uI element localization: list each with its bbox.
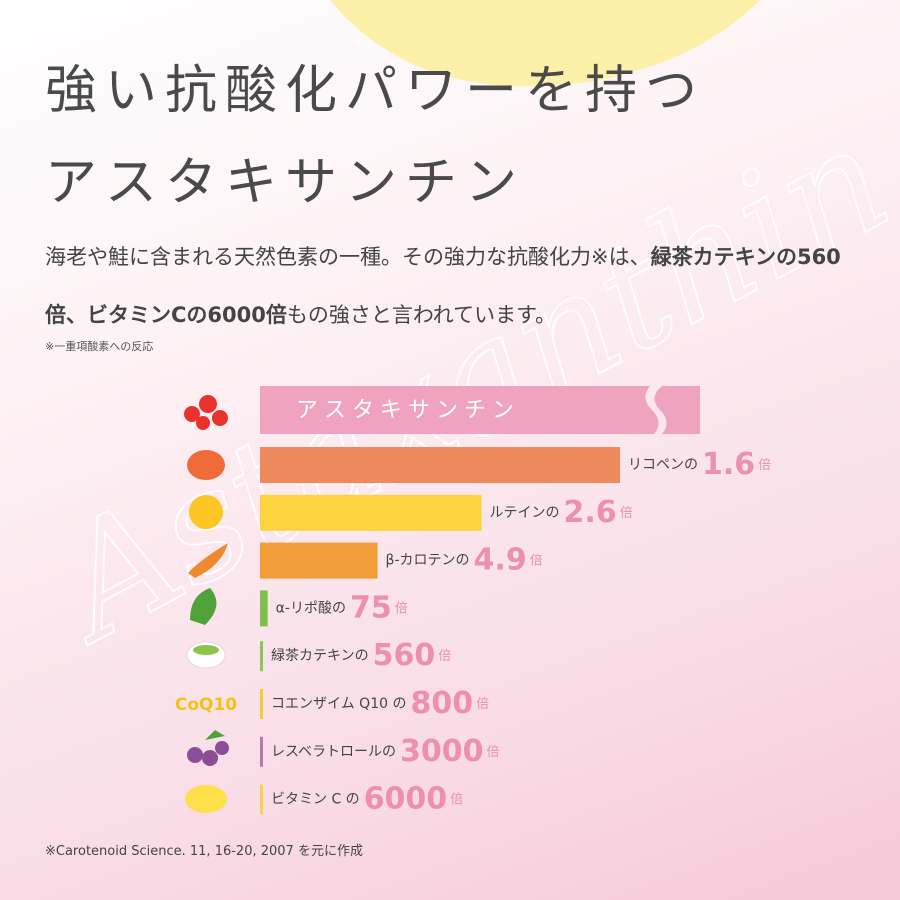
note: ※一重項酸素への反応 — [45, 340, 154, 353]
unit: 倍 — [758, 458, 771, 473]
value-label: 75 — [350, 590, 392, 625]
unit: 倍 — [395, 601, 408, 616]
bar — [260, 689, 263, 719]
bar-label: レスベラトロールの 3000 倍 — [271, 733, 500, 768]
bar-label: ビタミン C の 6000 倍 — [271, 781, 463, 816]
category: 緑茶カテキンの — [271, 648, 369, 664]
unit: 倍 — [476, 697, 489, 712]
category: α-リポ酸の — [276, 600, 346, 616]
reference-label: アスタキサンチン — [296, 398, 520, 423]
category: ビタミン C の — [271, 792, 360, 808]
category: リコペンの — [628, 457, 698, 473]
value-label: 2.6 — [564, 494, 617, 529]
decoration — [330, 0, 760, 87]
value-label: 6000 — [364, 781, 448, 816]
bar-label: リコペンの 1.6 倍 — [628, 447, 771, 482]
category: ルテインの — [490, 505, 560, 521]
bar — [260, 641, 263, 672]
text: 海老や鮭に含まれる天然色素の一種。その強力な抗酸化力※は、 — [45, 245, 651, 269]
category: β-カロテンの — [386, 553, 470, 569]
unit: 倍 — [620, 505, 633, 520]
text-bold: 緑茶カテキンの560倍、ビタミンCの6000倍 — [45, 245, 841, 327]
unit: 倍 — [438, 649, 451, 664]
text: もの強さと言われています。 — [286, 303, 557, 327]
bar — [260, 590, 268, 627]
category: レスベラトロールの — [271, 744, 396, 760]
value-label: 3000 — [400, 733, 484, 768]
unit: 倍 — [530, 553, 543, 568]
source: ※Carotenoid Science. 11, 16-20, 2007 を元に… — [45, 844, 363, 859]
heading: アスタキサンチン — [45, 153, 526, 213]
icons — [184, 395, 229, 813]
bar-label: 緑茶カテキンの 560 倍 — [271, 638, 451, 673]
bar — [260, 447, 620, 483]
bar — [260, 542, 378, 579]
bar-label: ルテインの 2.6 倍 — [490, 494, 633, 529]
category: コエンザイム Q10 の — [271, 696, 406, 712]
reference-bar — [654, 386, 700, 434]
value-label: 1.6 — [702, 447, 755, 482]
unit: 倍 — [487, 744, 500, 759]
value-label: 560 — [373, 638, 436, 673]
heading: 強い抗酸化パワーを持つ — [45, 61, 706, 121]
bar-label: コエンザイム Q10 の 800 倍 — [271, 686, 489, 721]
icon-text: CoQ10 — [175, 695, 237, 715]
reference-bar — [260, 386, 659, 434]
bar — [260, 784, 263, 815]
bar — [260, 494, 482, 531]
value-label: 800 — [410, 686, 473, 721]
unit: 倍 — [450, 792, 463, 807]
value-label: 4.9 — [474, 542, 527, 577]
bar-label: β-カロテンの 4.9 倍 — [386, 542, 543, 577]
body-text: 海老や鮭に含まれる天然色素の一種。その強力な抗酸化力※は、緑茶カテキンの560倍… — [45, 228, 875, 344]
bar — [260, 736, 263, 767]
bar-label: α-リポ酸の 75 倍 — [276, 590, 408, 625]
